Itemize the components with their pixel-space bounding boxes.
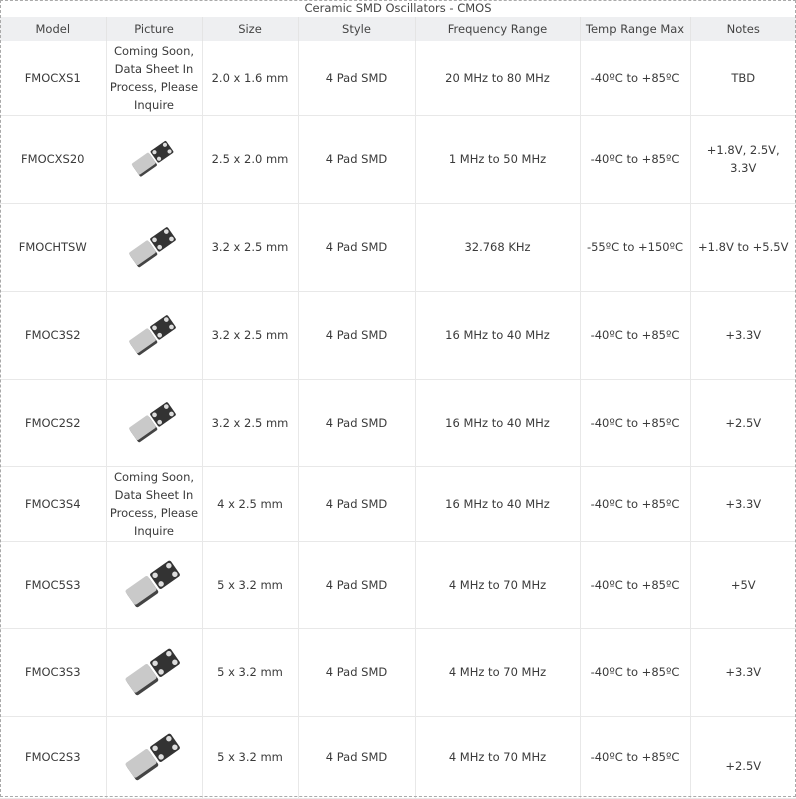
cell-style: 4 Pad SMD [298, 115, 416, 204]
header-size: Size [202, 17, 299, 41]
cell-size: 5 x 3.2 mm [202, 716, 299, 799]
header-picture: Picture [106, 17, 203, 41]
cell-freq: 16 MHz to 40 MHz [415, 466, 581, 542]
cell-freq: 16 MHz to 40 MHz [415, 379, 581, 467]
cell-size: 2.5 x 2.0 mm [202, 115, 299, 204]
cell-temp: -40ºC to +85ºC [580, 716, 691, 799]
cell-picture [106, 115, 203, 204]
header-notes: Notes [690, 17, 796, 41]
oscillator-chip-image [125, 560, 180, 608]
oscillator-chip-image [131, 141, 174, 177]
table-row: FMOC3S4 Coming Soon, Data Sheet In Proces… [0, 466, 796, 542]
table-row: FMOC2S3 5 x 3.2 mm 4 Pad SMD 4 MHz to 70 M… [0, 716, 796, 799]
cell-style: 4 Pad SMD [298, 203, 416, 292]
cell-freq: 32.768 KHz [415, 203, 581, 292]
cell-model: FMOCHTSW [0, 203, 107, 292]
cell-freq: 20 MHz to 80 MHz [415, 41, 581, 116]
cell-picture: Coming Soon, Data Sheet In Process, Plea… [106, 466, 203, 542]
cell-freq: 4 MHz to 70 MHz [415, 541, 581, 629]
cell-picture [106, 291, 203, 380]
cell-size: 2.0 x 1.6 mm [202, 41, 299, 116]
cell-picture [106, 716, 203, 799]
cell-model: FMOCXS1 [0, 41, 107, 116]
cell-size: 5 x 3.2 mm [202, 541, 299, 629]
table-row: FMOC2S2 3.2 x 2.5 mm 4 Pad SMD 16 MHz to 4… [0, 379, 796, 467]
cell-picture [106, 628, 203, 717]
cell-temp: -40ºC to +85ºC [580, 466, 691, 542]
table-row: FMOCXS1 Coming Soon, Data Sheet In Proces… [0, 41, 796, 116]
cell-temp: -40ºC to +85ºC [580, 41, 691, 116]
oscillator-chip-image [129, 226, 176, 267]
cell-notes: +3.3V [690, 466, 796, 542]
cell-style: 4 Pad SMD [298, 379, 416, 467]
cell-size: 3.2 x 2.5 mm [202, 203, 299, 292]
header-row: Model Picture Size Style Frequency Range… [0, 17, 796, 41]
cell-model: FMOC2S3 [0, 716, 107, 799]
cell-temp: -40ºC to +85ºC [580, 379, 691, 467]
header-model: Model [0, 17, 107, 41]
cell-model: FMOC5S3 [0, 541, 107, 629]
cell-size: 4 x 2.5 mm [202, 466, 299, 542]
cell-style: 4 Pad SMD [298, 466, 416, 542]
cell-freq: 16 MHz to 40 MHz [415, 291, 581, 380]
cell-style: 4 Pad SMD [298, 291, 416, 380]
cell-notes: +5V [690, 541, 796, 629]
cell-style: 4 Pad SMD [298, 41, 416, 116]
table-row: FMOCHTSW 3.2 x 2.5 mm 4 Pad SMD 32.768 KHz… [0, 203, 796, 292]
cell-temp: -55ºC to +150ºC [580, 203, 691, 292]
table-row: FMOC3S2 3.2 x 2.5 mm 4 Pad SMD 16 MHz to 4… [0, 291, 796, 380]
cell-notes: +1.8V to +5.5V [690, 203, 796, 292]
cell-style: 4 Pad SMD [298, 628, 416, 717]
cell-freq: 1 MHz to 50 MHz [415, 115, 581, 204]
header-temp: Temp Range Max [580, 17, 691, 41]
oscillator-chip-image [129, 402, 176, 443]
cell-temp: -40ºC to +85ºC [580, 541, 691, 629]
cell-notes: +2.5V [690, 716, 796, 799]
cell-model: FMOC3S4 [0, 466, 107, 542]
table-row: FMOC3S3 5 x 3.2 mm 4 Pad SMD 4 MHz to 70 M… [0, 628, 796, 717]
cell-picture [106, 379, 203, 467]
oscillator-chip-image [125, 733, 180, 780]
cell-notes: +3.3V [690, 291, 796, 380]
cell-notes: +3.3V [690, 628, 796, 717]
cell-size: 5 x 3.2 mm [202, 628, 299, 717]
cell-picture: Coming Soon, Data Sheet In Process, Plea… [106, 41, 203, 116]
cell-model: FMOC3S3 [0, 628, 107, 717]
cell-freq: 4 MHz to 70 MHz [415, 628, 581, 717]
cell-notes: +1.8V, 2.5V, 3.3V [690, 115, 796, 204]
cell-model: FMOCXS20 [0, 115, 107, 204]
cell-model: FMOC3S2 [0, 291, 107, 380]
table-row: FMOCXS20 2.5 x 2.0 mm 4 Pad SMD 1 MHz to 5… [0, 115, 796, 204]
cell-size: 3.2 x 2.5 mm [202, 291, 299, 380]
cell-picture [106, 541, 203, 629]
cell-freq: 4 MHz to 70 MHz [415, 716, 581, 799]
cell-size: 3.2 x 2.5 mm [202, 379, 299, 467]
cell-model: FMOC2S2 [0, 379, 107, 467]
table-caption: Ceramic SMD Oscillators - CMOS [304, 1, 492, 15]
cell-temp: -40ºC to +85ºC [580, 291, 691, 380]
cell-picture [106, 203, 203, 292]
cell-notes: TBD [690, 41, 796, 116]
header-style: Style [298, 17, 416, 41]
cell-temp: -40ºC to +85ºC [580, 628, 691, 717]
cell-temp: -40ºC to +85ºC [580, 115, 691, 204]
oscillator-chip-image [129, 314, 176, 355]
oscillator-chip-image [125, 648, 180, 695]
cell-style: 4 Pad SMD [298, 716, 416, 799]
cell-notes: +2.5V [690, 379, 796, 467]
header-frequency: Frequency Range [415, 17, 581, 41]
table-row: FMOC5S3 5 x 3.2 mm 4 Pad SMD 4 MHz to 70 M… [0, 541, 796, 629]
cell-style: 4 Pad SMD [298, 541, 416, 629]
